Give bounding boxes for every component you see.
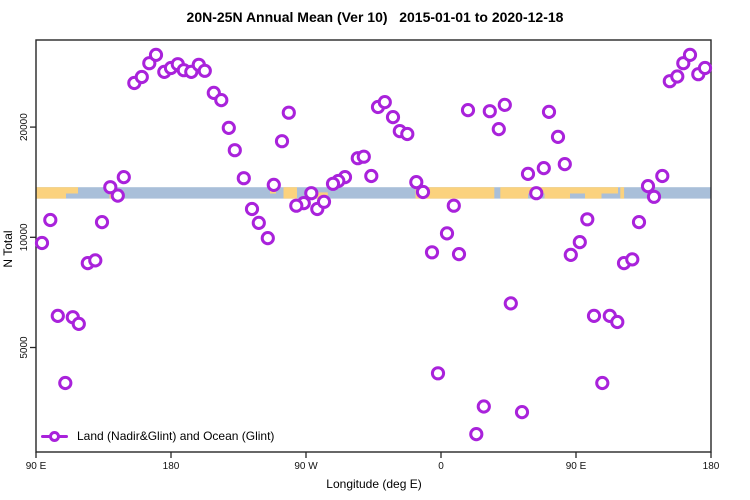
data-point (451, 247, 467, 262)
data-point (103, 180, 118, 195)
data-point (424, 245, 440, 260)
data-point (640, 179, 656, 194)
data-point (491, 122, 506, 137)
data-point (536, 161, 551, 176)
data-point (116, 170, 131, 185)
data-point (244, 201, 260, 217)
data-point (682, 47, 698, 63)
y-axis-tick-label: 5000 (19, 336, 30, 359)
data-point (415, 184, 431, 200)
data-point (251, 215, 266, 230)
data-point (43, 212, 58, 228)
data-point (34, 235, 50, 251)
data-point (563, 247, 578, 262)
map-band-ocean (36, 187, 711, 199)
data-point (520, 166, 536, 181)
map-band-land-segment (415, 187, 495, 199)
data-point (446, 198, 461, 213)
data-point (697, 60, 713, 76)
x-axis-tick-label: 90 E (26, 461, 47, 472)
data-point (266, 177, 281, 192)
data-point (260, 231, 275, 246)
data-point (610, 314, 625, 330)
data-point (572, 235, 587, 250)
map-band-land-segment (36, 187, 66, 199)
data-point (377, 95, 392, 110)
x-axis-label: Longitude (deg E) (326, 477, 422, 491)
data-point (497, 97, 512, 113)
map-band-land-segment (601, 187, 618, 194)
data-point (227, 143, 242, 158)
y-axis-tick-label: 10000 (19, 223, 30, 251)
data-point (274, 134, 290, 149)
map-band-land-segment (620, 187, 625, 199)
data-point (304, 186, 319, 201)
legend-open-circle-icon (49, 430, 60, 442)
legend-marker-icon (41, 430, 68, 442)
legend: Land (Nadir&Glint) and Ocean (Glint) (41, 429, 274, 443)
data-point (430, 366, 446, 381)
data-point (469, 427, 484, 442)
map-band-land-segment (585, 187, 602, 199)
data-point (514, 405, 530, 420)
data-point (439, 226, 455, 241)
x-axis-tick-label: 180 (163, 461, 180, 472)
data-point (325, 176, 341, 191)
data-point (460, 103, 476, 118)
data-point (214, 93, 229, 108)
data-point (236, 171, 251, 186)
data-point (364, 168, 379, 184)
data-point (94, 215, 110, 230)
chart-title: 20N-25N Annual Mean (Ver 10) 2015-01-01 … (186, 9, 564, 25)
data-point (289, 198, 304, 213)
data-point (409, 175, 424, 190)
data-point (631, 215, 647, 230)
data-point (50, 308, 65, 323)
data-point (655, 168, 670, 184)
legend-label: Land (Nadir&Glint) and Ocean (Glint) (77, 429, 275, 443)
x-axis-tick-label: 0 (438, 461, 444, 472)
data-point (110, 188, 125, 203)
x-axis-tick-label: 90 W (294, 461, 318, 472)
data-point (541, 104, 557, 120)
data-point (281, 105, 296, 120)
map-band-land-segment (66, 187, 78, 194)
data-point (550, 129, 566, 144)
data-point (356, 149, 371, 164)
data-point (58, 375, 73, 391)
data-point (482, 104, 497, 119)
data-point (88, 253, 103, 268)
data-point (625, 252, 640, 267)
map-band-land-segment (570, 187, 585, 194)
data-point (134, 69, 149, 85)
data-point (503, 296, 518, 311)
map-band-land-segment (500, 187, 529, 199)
data-point (385, 110, 401, 125)
data-point (580, 212, 595, 227)
data-point (71, 316, 86, 331)
data-point (476, 399, 491, 414)
data-point (646, 189, 662, 204)
data-point (400, 126, 415, 142)
data-point (197, 63, 212, 78)
data-point (670, 69, 685, 84)
map-band-land-segment (283, 187, 297, 199)
map-band-land-segment (544, 187, 570, 199)
data-point (557, 157, 572, 172)
data-point (316, 194, 332, 209)
data-point (595, 375, 610, 391)
y-axis-tick-label: 20000 (19, 113, 30, 141)
data-point (586, 308, 602, 323)
data-point (529, 186, 544, 201)
data-point (148, 47, 164, 63)
x-axis-tick-label: 90 E (566, 461, 587, 472)
x-axis-tick-label: 180 (703, 461, 720, 472)
data-point (221, 120, 236, 136)
y-axis-label: N Total (1, 230, 15, 268)
